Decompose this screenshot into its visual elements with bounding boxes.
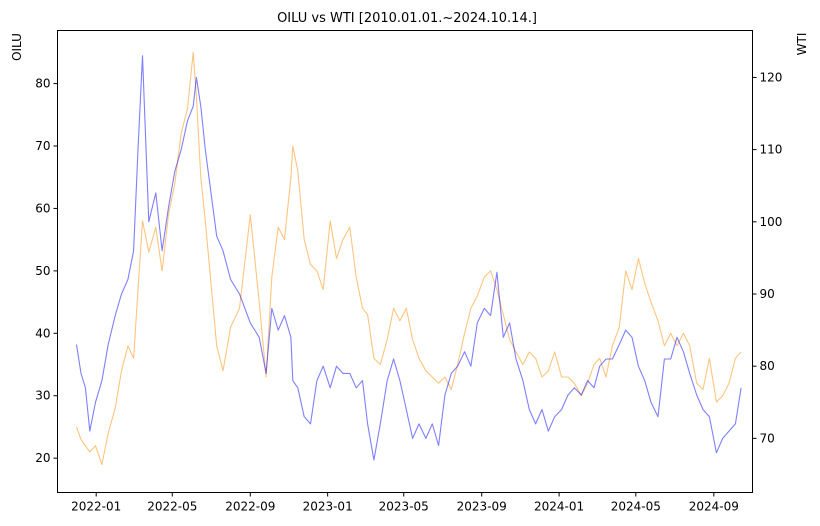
x-tick-label: 2024-09 bbox=[689, 500, 739, 514]
left-tick-label: 60 bbox=[35, 201, 50, 215]
left-tick-label: 40 bbox=[35, 326, 50, 340]
x-tick-label: 2023-05 bbox=[379, 500, 429, 514]
right-tick-label: 90 bbox=[760, 287, 775, 301]
left-tick-label: 30 bbox=[35, 389, 50, 403]
x-axis-ticks: 2022-01 2022-05 2022-09 2023-01 2023-05 2023-… bbox=[71, 492, 739, 514]
right-axis-label: WTI bbox=[795, 33, 809, 56]
x-tick-label: 2024-05 bbox=[611, 500, 661, 514]
chart-title: OILU vs WTI [2010.01.01.~2024.10.14.] bbox=[277, 11, 537, 26]
x-tick-label: 2023-01 bbox=[303, 500, 353, 514]
right-axis-ticks: 70 80 90 100 110 120 bbox=[752, 70, 783, 445]
left-tick-label: 50 bbox=[35, 264, 50, 278]
x-tick-label: 2022-01 bbox=[71, 500, 121, 514]
x-tick-label: 2024-01 bbox=[534, 500, 584, 514]
series-layer bbox=[75, 51, 742, 465]
left-axis-label: OILU bbox=[10, 33, 24, 61]
right-tick-label: 110 bbox=[760, 143, 783, 157]
left-tick-label: 70 bbox=[35, 139, 50, 153]
x-tick-label: 2022-09 bbox=[225, 500, 275, 514]
left-tick-label: 80 bbox=[35, 77, 50, 91]
x-tick-label: 2023-09 bbox=[457, 500, 507, 514]
right-tick-label: 120 bbox=[760, 70, 783, 84]
right-tick-label: 100 bbox=[760, 215, 783, 229]
left-axis-ticks: 20 30 40 50 60 70 80 bbox=[35, 77, 58, 465]
left-tick-label: 20 bbox=[35, 451, 50, 465]
x-tick-label: 2022-05 bbox=[147, 500, 197, 514]
series-line-wti bbox=[75, 55, 742, 461]
series-line-oilu bbox=[75, 51, 742, 465]
right-tick-label: 70 bbox=[760, 431, 775, 445]
plot-area bbox=[57, 30, 753, 493]
right-tick-label: 80 bbox=[760, 359, 775, 373]
